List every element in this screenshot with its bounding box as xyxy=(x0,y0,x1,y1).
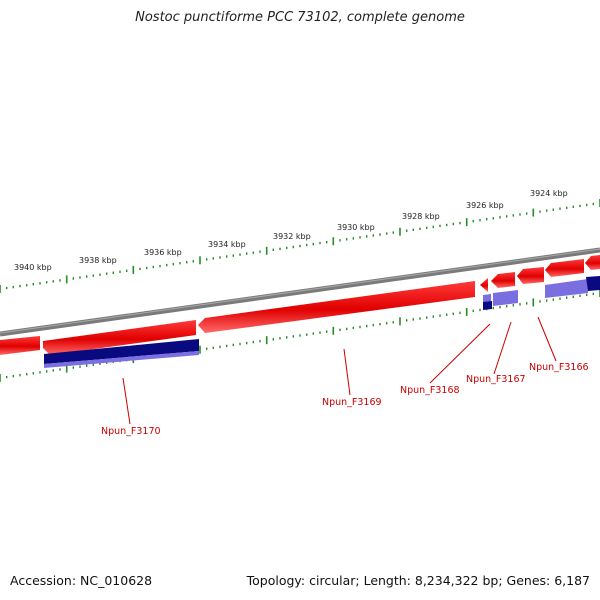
ruler-label: 3932 kbp xyxy=(273,232,311,241)
ruler-outer xyxy=(0,199,600,293)
label-connector xyxy=(537,316,557,362)
gene-arrow[interactable] xyxy=(517,267,544,284)
map-title: Nostoc punctiforme PCC 73102, complete g… xyxy=(135,10,465,25)
gene-arrow[interactable] xyxy=(43,320,196,355)
gene-arrow[interactable] xyxy=(491,272,515,288)
ruler-label: 3928 kbp xyxy=(402,212,440,221)
cds-block[interactable] xyxy=(586,276,600,291)
cds-block[interactable] xyxy=(44,339,199,364)
genome-backbone xyxy=(0,247,600,337)
label-connector xyxy=(122,377,131,425)
label-connector xyxy=(493,321,512,375)
label-connector xyxy=(343,348,351,396)
ruler-label: 3936 kbp xyxy=(144,248,182,257)
gene-arrow[interactable] xyxy=(585,255,600,270)
cds-block-shadow xyxy=(44,351,199,368)
gene-arrow[interactable] xyxy=(198,281,475,333)
ruler-label: 3940 kbp xyxy=(14,263,52,272)
cds-block[interactable] xyxy=(545,279,588,298)
gene-label[interactable]: Npun_F3168 xyxy=(400,385,460,396)
gene-arrow[interactable] xyxy=(480,278,488,292)
gene-label[interactable]: Npun_F3170 xyxy=(101,426,161,437)
ruler-label: 3934 kbp xyxy=(208,240,246,249)
genome-summary-text: Topology: circular; Length: 8,234,322 bp… xyxy=(246,573,590,588)
cds-block[interactable] xyxy=(483,301,492,310)
gene-arrow[interactable] xyxy=(0,336,40,355)
cds-block[interactable] xyxy=(483,294,491,303)
cds-block[interactable] xyxy=(493,290,518,306)
ruler-label: 3924 kbp xyxy=(530,189,568,198)
accession-text: Accession: NC_010628 xyxy=(10,573,153,588)
ruler-label: 3938 kbp xyxy=(79,256,117,265)
ruler-label: 3926 kbp xyxy=(466,201,504,210)
gene-label[interactable]: Npun_F3166 xyxy=(529,362,589,373)
gene-label[interactable]: Npun_F3167 xyxy=(466,374,526,385)
genome-backbone-highlight xyxy=(0,248,600,334)
gene-label[interactable]: Npun_F3169 xyxy=(322,397,382,408)
ruler-label: 3930 kbp xyxy=(337,223,375,232)
gene-arrow[interactable] xyxy=(545,259,584,277)
label-connector xyxy=(429,323,491,384)
